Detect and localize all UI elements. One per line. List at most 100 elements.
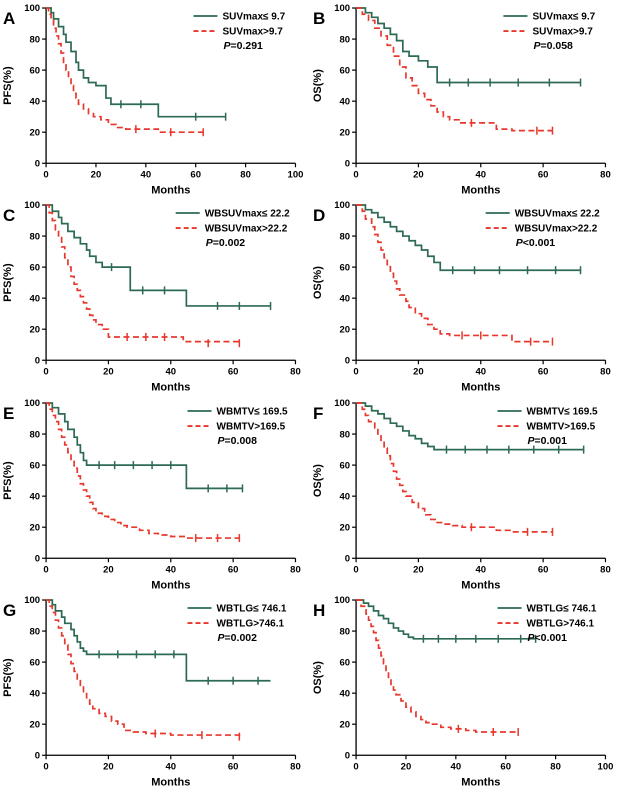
p-value-number: =0.002 [213, 237, 246, 249]
panel-letter: B [313, 9, 325, 28]
y-tick-label: 80 [339, 429, 350, 440]
y-tick-label: 100 [24, 398, 40, 409]
y-tick-label: 60 [29, 657, 40, 668]
panel-letter: C [3, 206, 15, 225]
p-value-number: =0.008 [225, 435, 258, 447]
y-tick-label: 0 [344, 158, 349, 169]
y-tick-label: 80 [29, 429, 40, 440]
y-tick-label: 60 [29, 263, 40, 274]
km-curve-low [355, 401, 584, 451]
y-tick-label: 60 [29, 460, 40, 471]
km-curve-high [46, 7, 204, 134]
km-curve-low [46, 7, 226, 118]
p-value-symbol: P [218, 632, 226, 644]
km-plot-G: 0 20 40 60 80 0 20 40 60 80 100 Months PFS(%) G WBTLG≤… [2, 595, 301, 788]
p-value: P=0.058 [533, 40, 573, 52]
y-axis-title: OS(%) [312, 266, 324, 299]
y-tick-label: 0 [35, 750, 40, 761]
km-curve-low [46, 401, 243, 489]
x-tick-label: 40 [165, 367, 176, 378]
x-tick-label: 80 [600, 564, 611, 575]
x-tick-label: 60 [537, 564, 548, 575]
p-value-symbol: P [527, 632, 535, 644]
y-tick-label: 60 [339, 460, 350, 471]
y-axis-title: PFS(%) [2, 658, 14, 697]
x-tick-label: 40 [450, 761, 461, 772]
y-tick-label: 0 [344, 553, 349, 564]
y-tick-label: 80 [339, 626, 350, 637]
x-tick-label: 60 [190, 169, 201, 180]
km-curve-high [46, 599, 241, 737]
y-tick-label: 0 [35, 158, 40, 169]
panel-letter: F [313, 404, 323, 423]
x-tick-label: 40 [475, 169, 486, 180]
km-plot-C: 0 20 40 60 80 0 20 40 60 80 100 Months PFS(%) C WBSUVm… [2, 201, 301, 394]
legend-label: WBSUVmax>22.2 [514, 224, 597, 235]
x-tick-label: 0 [353, 564, 358, 575]
y-axis-title: OS(%) [312, 463, 324, 496]
y-tick-label: 20 [29, 522, 40, 533]
km-plot-D: 0 20 40 60 80 0 20 40 60 80 100 Months OS(%) D WBSUVma… [312, 201, 611, 394]
y-tick-label: 100 [24, 201, 40, 212]
y-tick-label: 40 [339, 688, 350, 699]
x-axis-title: Months [461, 382, 500, 394]
x-tick-label: 80 [240, 169, 251, 180]
legend-label: WBMTV>169.5 [217, 421, 286, 432]
p-value-number: <0.001 [534, 632, 567, 644]
panel-F: 0 20 40 60 80 0 20 40 60 80 100 Months OS(%) F WBMTV≤ … [310, 395, 619, 592]
y-tick-label: 20 [339, 325, 350, 336]
legend-label: SUVmax>9.7 [222, 27, 283, 38]
x-tick-label: 80 [290, 367, 301, 378]
panel-C: 0 20 40 60 80 0 20 40 60 80 100 Months PFS(%) C WBSUVm… [0, 197, 310, 394]
y-tick-label: 20 [29, 127, 40, 138]
p-value-symbol: P [533, 40, 541, 52]
km-curve-high [46, 204, 241, 344]
y-tick-label: 40 [29, 491, 40, 502]
y-tick-label: 20 [29, 325, 40, 336]
x-tick-label: 20 [103, 564, 114, 575]
km-curve-high [355, 204, 552, 343]
y-tick-label: 20 [339, 719, 350, 730]
km-plot-A: 0 20 40 60 80 100 0 20 40 60 80 100 Months PFS(%) A SUV… [2, 3, 303, 196]
legend-label: WBTLG≤ 746.1 [217, 604, 287, 615]
km-plot-B: 0 20 40 60 80 0 20 40 60 80 100 Months OS(%) B SUVmax≤… [312, 3, 611, 196]
x-tick-label: 20 [103, 367, 114, 378]
km-curve-high [355, 7, 552, 132]
x-tick-label: 80 [600, 169, 611, 180]
y-tick-label: 20 [339, 522, 350, 533]
p-value: P=0.008 [218, 435, 258, 447]
x-tick-label: 60 [537, 367, 548, 378]
x-tick-label: 20 [413, 564, 424, 575]
y-tick-label: 0 [35, 356, 40, 367]
y-tick-label: 0 [35, 553, 40, 564]
km-curve-high [355, 401, 552, 533]
x-tick-label: 20 [103, 761, 114, 772]
x-axis-title: Months [151, 579, 190, 591]
panel-H: 0 20 40 60 80 100 0 20 40 60 80 100 Months OS(%) H WBTL… [310, 592, 619, 789]
x-tick-label: 60 [500, 761, 511, 772]
x-tick-label: 0 [43, 761, 48, 772]
x-tick-label: 0 [353, 761, 358, 772]
x-tick-label: 40 [165, 564, 176, 575]
y-tick-label: 80 [339, 232, 350, 243]
x-tick-label: 40 [475, 367, 486, 378]
y-axis-title: PFS(%) [2, 461, 14, 500]
y-tick-label: 60 [29, 65, 40, 76]
x-tick-label: 40 [141, 169, 152, 180]
y-tick-label: 40 [339, 96, 350, 107]
x-tick-label: 80 [290, 564, 301, 575]
p-value: P<0.001 [527, 632, 567, 644]
x-tick-label: 0 [43, 169, 48, 180]
p-value-number: =0.002 [225, 632, 258, 644]
panel-E: 0 20 40 60 80 0 20 40 60 80 100 Months PFS(%) E WBMTV≤… [0, 395, 310, 592]
p-value-symbol: P [206, 237, 214, 249]
legend-label: WBMTV≤ 169.5 [217, 406, 288, 417]
legend-label: SUVmax>9.7 [532, 27, 593, 38]
p-value-symbol: P [527, 435, 535, 447]
y-tick-label: 0 [344, 750, 349, 761]
panel-B: 0 20 40 60 80 0 20 40 60 80 100 Months OS(%) B SUVmax≤… [310, 0, 619, 197]
x-axis-title: Months [461, 579, 500, 591]
x-tick-label: 60 [228, 761, 239, 772]
legend-label: SUVmax≤ 9.7 [222, 12, 285, 23]
